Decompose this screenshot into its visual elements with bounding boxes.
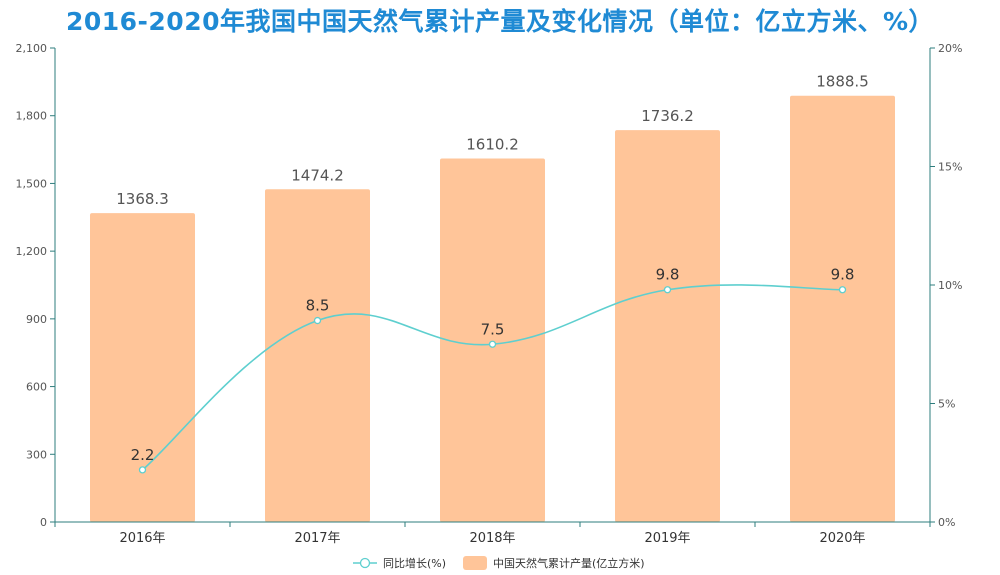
growth-point-2 xyxy=(313,316,322,325)
bar-5 xyxy=(790,95,895,522)
bar-value-label: 1736.2 xyxy=(641,107,694,125)
y-left-tick-label: 1,500 xyxy=(16,177,48,190)
bar-value-label: 1474.2 xyxy=(291,166,344,184)
y-right-tick-label: 0% xyxy=(938,516,955,529)
y-right-tick-label: 15% xyxy=(938,161,962,174)
growth-point-5 xyxy=(838,286,847,294)
bar-4 xyxy=(615,130,720,522)
growth-point-3 xyxy=(488,340,497,348)
y-left-tick-label: 0 xyxy=(40,516,47,529)
x-tick-label: 2017年 xyxy=(294,531,340,546)
y-right-tick-label: 5% xyxy=(938,398,955,411)
bar-value-label: 1368.3 xyxy=(116,190,169,208)
growth-line xyxy=(141,284,843,471)
growth-value-label: 2.2 xyxy=(131,446,155,464)
x-tick-label: 2020年 xyxy=(819,531,865,546)
growth-value-label: 7.5 xyxy=(481,320,505,338)
y-right-tick-label: 20% xyxy=(938,42,962,55)
bar-2 xyxy=(265,189,370,522)
y-right-tick-label: 10% xyxy=(938,279,962,292)
growth-value-label: 8.5 xyxy=(306,297,330,315)
legend-label-output: 中国天然气累计产量(亿立方米) xyxy=(493,556,645,570)
growth-value-label: 9.8 xyxy=(656,266,680,284)
y-left-tick-label: 1,800 xyxy=(16,110,48,123)
y-left-tick-label: 300 xyxy=(26,448,47,461)
y-left-tick-label: 600 xyxy=(26,381,47,394)
y-left-tick-label: 2,100 xyxy=(16,42,48,55)
x-tick-label: 2019年 xyxy=(644,531,690,546)
legend-label-growth: 同比增长(%) xyxy=(383,556,446,570)
x-tick-label: 2018年 xyxy=(469,531,515,546)
growth-value-label: 9.8 xyxy=(831,266,855,284)
chart-title: 2016-2020年我国中国天然气累计产量及变化情况（单位：亿立方米、%） xyxy=(65,7,935,36)
y-left-tick-label: 1,200 xyxy=(16,245,48,258)
bar-value-label: 1888.5 xyxy=(816,73,869,91)
x-tick-label: 2016年 xyxy=(119,531,165,546)
bar-value-label: 1610.2 xyxy=(466,136,519,154)
growth-point-1 xyxy=(138,466,147,474)
bar-1 xyxy=(90,213,195,522)
growth-point-4 xyxy=(663,286,672,294)
legend-bar-swatch xyxy=(463,556,487,570)
y-left-tick-label: 900 xyxy=(26,313,47,326)
bar-3 xyxy=(440,158,545,522)
legend-line-marker xyxy=(359,557,371,569)
